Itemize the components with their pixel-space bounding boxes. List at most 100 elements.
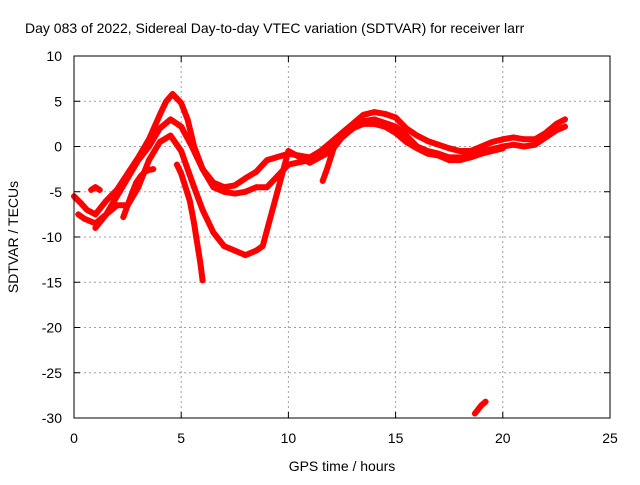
data-point-marker xyxy=(371,109,378,116)
data-point-marker xyxy=(231,182,238,189)
series-line xyxy=(71,91,568,218)
data-point-marker xyxy=(328,152,335,159)
data-point-marker xyxy=(478,143,485,150)
data-point-marker xyxy=(191,184,198,191)
data-point-marker xyxy=(128,190,135,197)
data-point-marker xyxy=(259,243,266,250)
data-point-marker xyxy=(150,166,157,173)
data-point-marker xyxy=(103,197,110,204)
data-point-marker xyxy=(199,166,206,173)
data-point-marker xyxy=(113,193,120,200)
data-point-marker xyxy=(156,111,163,118)
data-point-marker xyxy=(77,199,84,206)
data-point-marker xyxy=(306,159,313,166)
tick-layer: 0 5 10 15 20 25 -30 -25 -20 -15 -10 -5 0 5 10 xyxy=(42,48,618,446)
data-point-marker xyxy=(242,252,249,259)
data-point-marker xyxy=(221,243,228,250)
data-point-marker xyxy=(221,188,228,195)
data-point-marker xyxy=(521,143,528,150)
data-point-marker xyxy=(446,145,453,152)
y-tick-label: -30 xyxy=(42,410,62,426)
grid-layer xyxy=(74,56,610,418)
series-line xyxy=(173,161,206,284)
data-point-marker xyxy=(197,261,204,268)
y-tick-label: 0 xyxy=(54,139,62,155)
data-point-marker xyxy=(156,138,163,145)
data-point-marker xyxy=(561,116,568,123)
data-point-marker xyxy=(124,175,131,182)
data-point-marker xyxy=(456,157,463,164)
data-point-marker xyxy=(133,179,140,186)
series-track-c-lower xyxy=(92,120,506,259)
x-tick-label: 15 xyxy=(388,430,404,446)
data-point-marker xyxy=(199,277,206,284)
data-point-marker xyxy=(193,234,200,240)
data-point-marker xyxy=(167,132,174,139)
data-point-marker xyxy=(424,138,431,145)
data-point-marker xyxy=(360,111,367,118)
data-point-marker xyxy=(191,220,198,227)
data-point-marker xyxy=(137,173,144,180)
y-axis-label: SDTVAR / TECUs xyxy=(5,181,21,293)
data-point-marker xyxy=(381,123,388,130)
data-point-marker xyxy=(392,114,399,121)
x-tick-label: 5 xyxy=(177,430,185,446)
x-tick-label: 20 xyxy=(495,430,511,446)
data-point-marker xyxy=(403,138,410,145)
data-point-marker xyxy=(510,141,517,148)
x-tick-label: 10 xyxy=(281,430,297,446)
data-point-marker xyxy=(96,186,103,193)
data-point-marker xyxy=(489,138,496,145)
x-axis-label: GPS time / hours xyxy=(289,458,396,474)
series-line xyxy=(319,139,339,184)
data-point-marker xyxy=(499,145,506,152)
data-point-marker xyxy=(478,150,485,157)
data-point-marker xyxy=(169,91,176,98)
data-point-marker xyxy=(414,145,421,152)
data-point-marker xyxy=(188,208,195,215)
data-point-marker xyxy=(435,152,442,159)
y-tick-label: 10 xyxy=(46,48,62,64)
data-point-marker xyxy=(92,211,99,218)
data-point-marker xyxy=(553,127,560,134)
data-point-marker xyxy=(103,211,110,218)
data-point-marker xyxy=(263,184,270,191)
data-point-marker xyxy=(253,168,260,175)
data-point-marker xyxy=(146,143,153,150)
data-point-marker xyxy=(456,148,463,155)
data-point-marker xyxy=(167,116,174,123)
data-point-marker xyxy=(392,129,399,136)
data-point-marker xyxy=(360,120,367,127)
y-tick-label: -10 xyxy=(42,229,62,245)
data-point-marker xyxy=(381,110,388,117)
data-point-marker xyxy=(173,161,180,168)
data-point-marker xyxy=(253,184,260,191)
data-point-marker xyxy=(403,132,410,139)
data-point-marker xyxy=(81,215,88,222)
data-point-marker xyxy=(531,141,538,148)
y-tick-label: -5 xyxy=(50,184,63,200)
y-tick-label: -15 xyxy=(42,274,62,290)
data-point-marker xyxy=(482,398,489,405)
data-point-marker xyxy=(332,138,339,145)
data-point-marker xyxy=(521,136,528,143)
data-point-marker xyxy=(319,177,326,184)
data-point-marker xyxy=(88,186,95,193)
data-point-marker xyxy=(339,134,345,141)
data-point-marker xyxy=(446,157,453,164)
data-point-marker xyxy=(263,157,270,164)
data-point-marker xyxy=(210,229,217,236)
data-point-marker xyxy=(146,157,153,164)
chart-title: Day 083 of 2022, Sidereal Day-to-day VTE… xyxy=(25,20,525,36)
data-point-marker xyxy=(178,148,185,155)
y-tick-label: -25 xyxy=(42,365,62,381)
data-point-marker xyxy=(323,166,330,173)
data-point-marker xyxy=(178,100,185,107)
data-point-marker xyxy=(489,148,496,155)
y-tick-label: -20 xyxy=(42,320,62,336)
data-point-marker xyxy=(184,166,191,173)
data-point-marker xyxy=(188,143,195,150)
series-track-d-dip xyxy=(173,161,206,284)
data-point-marker xyxy=(75,211,82,218)
